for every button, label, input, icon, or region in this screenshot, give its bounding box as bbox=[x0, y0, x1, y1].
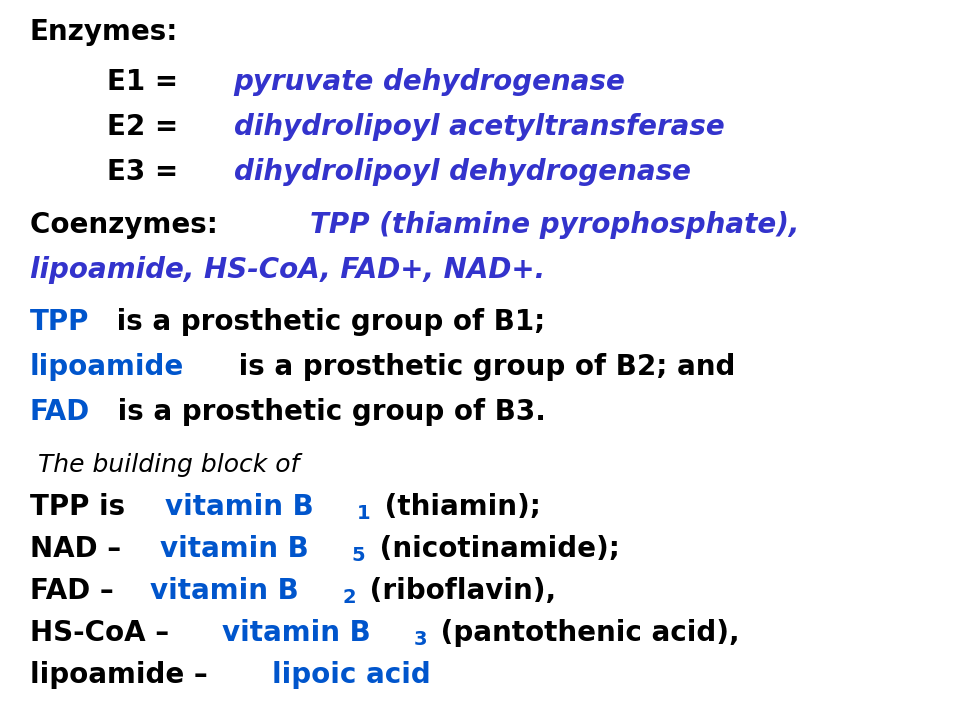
Text: 1: 1 bbox=[357, 504, 371, 523]
Text: NAD –: NAD – bbox=[30, 535, 131, 563]
Text: (pantothenic acid),: (pantothenic acid), bbox=[431, 619, 740, 647]
Text: lipoamide, HS-CoA, FAD+, NAD+.: lipoamide, HS-CoA, FAD+, NAD+. bbox=[30, 256, 545, 284]
Text: TPP: TPP bbox=[30, 308, 89, 336]
Text: E1 =: E1 = bbox=[30, 68, 188, 96]
Text: vitamin B: vitamin B bbox=[160, 535, 309, 563]
Text: vitamin B: vitamin B bbox=[222, 619, 371, 647]
Text: is a prosthetic group of B1;: is a prosthetic group of B1; bbox=[107, 308, 545, 336]
Text: (thiamin);: (thiamin); bbox=[374, 493, 540, 521]
Text: 3: 3 bbox=[414, 630, 427, 649]
Text: FAD –: FAD – bbox=[30, 577, 124, 605]
Text: TPP (thiamine pyrophosphate),: TPP (thiamine pyrophosphate), bbox=[310, 211, 799, 239]
Text: HS-CoA –: HS-CoA – bbox=[30, 619, 179, 647]
Text: lipoamide: lipoamide bbox=[30, 353, 184, 381]
Text: E2 =: E2 = bbox=[30, 113, 188, 141]
Text: 5: 5 bbox=[352, 546, 366, 565]
Text: pyruvate dehydrogenase: pyruvate dehydrogenase bbox=[233, 68, 625, 96]
Text: vitamin B: vitamin B bbox=[165, 493, 314, 521]
Text: E3 =: E3 = bbox=[30, 158, 188, 186]
Text: is a prosthetic group of B2; and: is a prosthetic group of B2; and bbox=[229, 353, 735, 381]
Text: TPP is: TPP is bbox=[30, 493, 134, 521]
Text: Coenzymes:: Coenzymes: bbox=[30, 211, 247, 239]
Text: is a prosthetic group of B3.: is a prosthetic group of B3. bbox=[108, 398, 545, 426]
Text: lipoamide –: lipoamide – bbox=[30, 661, 217, 689]
Text: FAD: FAD bbox=[30, 398, 90, 426]
Text: dihydrolipoyl acetyltransferase: dihydrolipoyl acetyltransferase bbox=[233, 113, 725, 141]
Text: Enzymes:: Enzymes: bbox=[30, 18, 179, 46]
Text: (riboflavin),: (riboflavin), bbox=[360, 577, 556, 605]
Text: The building block of: The building block of bbox=[30, 453, 300, 477]
Text: dihydrolipoyl dehydrogenase: dihydrolipoyl dehydrogenase bbox=[233, 158, 690, 186]
Text: vitamin B: vitamin B bbox=[151, 577, 300, 605]
Text: 2: 2 bbox=[343, 588, 356, 607]
Text: lipoic acid: lipoic acid bbox=[272, 661, 430, 689]
Text: (nicotinamide);: (nicotinamide); bbox=[370, 535, 619, 563]
